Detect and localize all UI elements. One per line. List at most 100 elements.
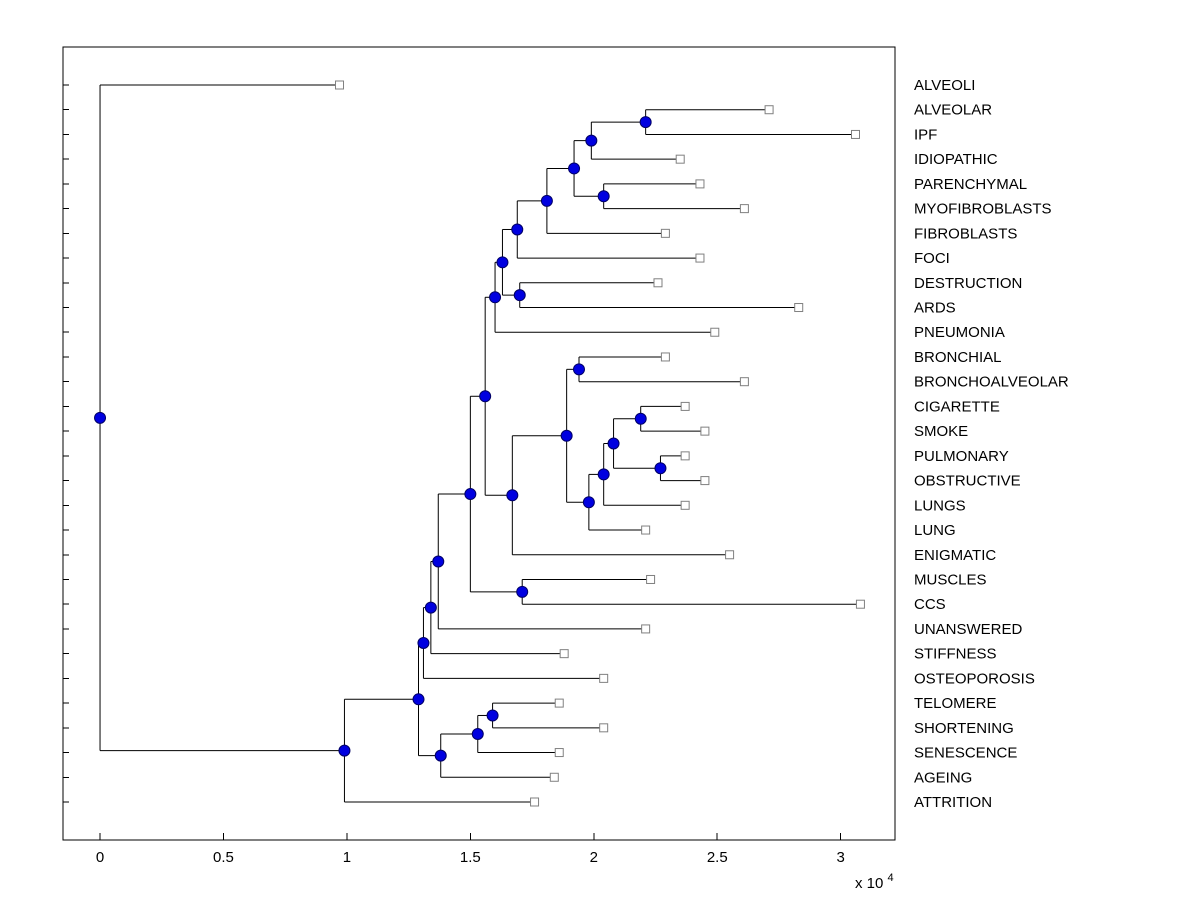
x-tick-label: 2.5 xyxy=(707,849,728,866)
leaf-marker xyxy=(641,624,651,634)
leaf-marker xyxy=(695,253,705,263)
x-tick-label: 3 xyxy=(837,849,845,866)
leaf-marker xyxy=(700,426,710,436)
leaf-label: TELOMERE xyxy=(914,695,997,712)
internal-node-marker xyxy=(597,190,610,203)
internal-node-marker xyxy=(424,601,437,614)
leaf-label: ALVEOLAR xyxy=(914,102,992,119)
internal-node-marker xyxy=(540,194,553,207)
leaf-marker xyxy=(653,278,663,288)
plot-border xyxy=(62,46,896,841)
leaf-label: OBSTRUCTIVE xyxy=(914,473,1021,490)
internal-node-marker xyxy=(506,489,519,502)
leaf-marker xyxy=(599,673,609,683)
leaf-label: OSTEOPOROSIS xyxy=(914,670,1035,687)
leaf-marker xyxy=(554,698,564,708)
leaf-label: STIFFNESS xyxy=(914,646,997,663)
internal-node-marker xyxy=(607,437,620,450)
internal-node-marker xyxy=(634,412,647,425)
leaf-label: CIGARETTE xyxy=(914,398,1000,415)
leaf-marker xyxy=(680,451,690,461)
leaf-marker xyxy=(739,204,749,214)
leaf-marker xyxy=(680,401,690,411)
leaf-label: IPF xyxy=(914,126,937,143)
internal-node-marker xyxy=(560,429,573,442)
axis-scale-label: x 10 4 xyxy=(855,872,894,892)
leaf-marker xyxy=(660,352,670,362)
leaf-label: BRONCHOALVEOLAR xyxy=(914,374,1069,391)
internal-node-marker xyxy=(568,162,581,175)
internal-node-marker xyxy=(639,116,652,129)
leaf-label: MUSCLES xyxy=(914,571,987,588)
x-tick-label: 1.5 xyxy=(460,849,481,866)
internal-node-marker xyxy=(513,289,526,302)
leaf-label: UNANSWERED xyxy=(914,621,1023,638)
leaf-label: ARDS xyxy=(914,300,956,317)
internal-node-marker xyxy=(511,223,524,236)
internal-node-marker xyxy=(479,390,492,403)
leaf-label: LUNGS xyxy=(914,497,966,514)
internal-node-marker xyxy=(597,468,610,481)
internal-node-marker xyxy=(486,709,499,722)
internal-node-marker xyxy=(464,488,477,501)
leaf-label: SENESCENCE xyxy=(914,745,1017,762)
leaf-label: PARENCHYMAL xyxy=(914,176,1027,193)
x-tick-label: 1 xyxy=(343,849,351,866)
leaf-label: IDIOPATHIC xyxy=(914,151,998,168)
leaf-marker xyxy=(660,228,670,238)
leaf-label: LUNG xyxy=(914,522,956,539)
leaf-label: BRONCHIAL xyxy=(914,349,1002,366)
leaf-label: PNEUMONIA xyxy=(914,324,1005,341)
internal-node-marker xyxy=(471,728,484,741)
leaf-label: ATTRITION xyxy=(914,794,992,811)
leaf-marker xyxy=(764,105,774,115)
leaf-marker xyxy=(700,476,710,486)
leaf-label: MYOFIBROBLASTS xyxy=(914,201,1052,218)
leaf-marker xyxy=(680,500,690,510)
leaf-label: SMOKE xyxy=(914,423,968,440)
leaf-marker xyxy=(335,80,345,90)
internal-node-marker xyxy=(516,585,529,598)
internal-node-marker xyxy=(585,134,598,147)
leaf-label: FOCI xyxy=(914,250,950,267)
internal-node-marker xyxy=(496,256,509,269)
leaf-label: AGEING xyxy=(914,769,972,786)
leaf-marker xyxy=(725,550,735,560)
leaf-marker xyxy=(739,377,749,387)
internal-node-marker xyxy=(417,636,430,649)
leaf-marker xyxy=(850,129,860,139)
leaf-label: ALVEOLI xyxy=(914,77,975,94)
leaf-label: DESTRUCTION xyxy=(914,275,1022,292)
leaf-marker xyxy=(549,772,559,782)
leaf-marker xyxy=(695,179,705,189)
leaf-marker xyxy=(794,303,804,313)
leaf-marker xyxy=(599,723,609,733)
leaf-label: FIBROBLASTS xyxy=(914,225,1017,242)
internal-node-marker xyxy=(572,363,585,376)
internal-node-marker xyxy=(338,744,351,757)
leaf-label: ENIGMATIC xyxy=(914,547,996,564)
leaf-label: PULMONARY xyxy=(914,448,1009,465)
leaf-marker xyxy=(646,574,656,584)
tree-branches xyxy=(99,84,861,803)
internal-node-marker xyxy=(432,555,445,568)
internal-node-marker xyxy=(94,411,107,424)
internal-node-marker xyxy=(582,496,595,509)
leaf-marker xyxy=(530,797,540,807)
x-tick-label: 2 xyxy=(590,849,598,866)
leaf-marker xyxy=(710,327,720,337)
x-tick-label: 0.5 xyxy=(213,849,234,866)
leaf-marker xyxy=(559,649,569,659)
internal-node-marker xyxy=(412,693,425,706)
internal-node-marker xyxy=(434,749,447,762)
leaf-label: SHORTENING xyxy=(914,720,1014,737)
leaf-marker xyxy=(554,748,564,758)
leaf-label: CCS xyxy=(914,596,946,613)
leaf-marker xyxy=(675,154,685,164)
internal-node-marker xyxy=(489,291,502,304)
internal-node-marker xyxy=(654,462,667,475)
leaf-marker xyxy=(641,525,651,535)
leaf-marker xyxy=(855,599,865,609)
